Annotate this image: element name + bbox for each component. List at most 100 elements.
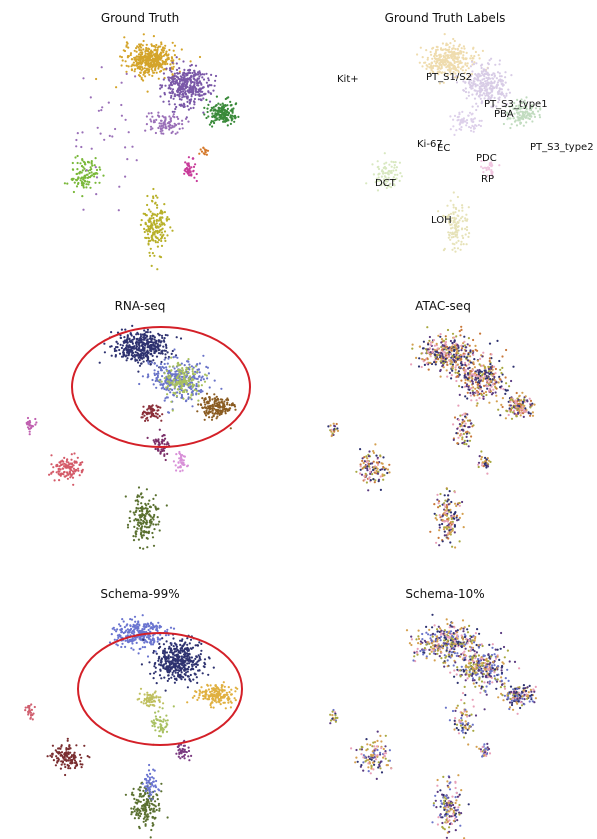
scatter-point xyxy=(428,63,431,66)
scatter-point xyxy=(153,219,156,222)
scatter-point xyxy=(146,507,149,510)
scatter-point xyxy=(464,395,467,398)
scatter-point xyxy=(171,61,174,64)
scatter-point xyxy=(360,473,364,476)
scatter-point xyxy=(507,88,510,91)
scatter-point xyxy=(480,72,484,75)
scatter-point xyxy=(145,60,148,63)
scatter-point xyxy=(65,474,68,477)
scatter-point xyxy=(234,103,237,106)
scatter-point xyxy=(207,407,210,410)
scatter-point xyxy=(215,395,218,398)
scatter-point xyxy=(453,491,456,494)
scatter-point xyxy=(90,147,93,150)
scatter-point xyxy=(393,164,396,167)
scatter-point xyxy=(467,91,470,94)
scatter-point xyxy=(183,373,186,377)
scatter-point xyxy=(471,425,474,428)
scatter-point xyxy=(141,512,144,515)
scatter-point xyxy=(182,397,185,400)
scatter-point xyxy=(233,405,237,408)
scatter-point xyxy=(458,393,461,396)
scatter-point xyxy=(462,342,465,345)
scatter-point xyxy=(190,75,193,78)
scatter-point xyxy=(177,388,180,391)
scatter-point xyxy=(73,452,76,455)
scatter-point xyxy=(513,412,516,415)
scatter-point xyxy=(120,346,123,350)
scatter-point xyxy=(197,399,200,402)
scatter-point xyxy=(123,336,126,339)
scatter-point xyxy=(460,325,463,328)
scatter-point xyxy=(203,106,206,109)
scatter-point xyxy=(191,405,194,408)
scatter-point xyxy=(537,110,540,113)
scatter-point xyxy=(441,518,444,522)
scatter-point xyxy=(135,50,138,53)
scatter-point xyxy=(461,418,464,421)
scatter-point xyxy=(114,346,118,349)
scatter-point xyxy=(469,85,472,88)
scatter-point xyxy=(512,365,515,368)
scatter-point xyxy=(170,70,173,73)
scatter-point xyxy=(494,367,497,371)
scatter-point xyxy=(152,359,155,362)
scatter-point xyxy=(464,219,467,222)
scatter-point xyxy=(223,403,226,406)
scatter-point xyxy=(187,120,190,123)
scatter-point xyxy=(212,89,215,92)
scatter-point xyxy=(136,55,139,58)
scatter-point xyxy=(145,504,148,507)
scatter-point xyxy=(496,83,499,86)
scatter-point xyxy=(191,368,194,371)
scatter-point xyxy=(483,166,487,169)
scatter-point xyxy=(157,370,160,373)
scatter-point xyxy=(130,346,133,349)
scatter-point xyxy=(438,70,441,73)
scatter-point xyxy=(147,502,150,505)
scatter-point xyxy=(461,500,464,504)
scatter-point xyxy=(149,118,152,121)
scatter-point xyxy=(218,116,221,119)
scatter-point xyxy=(120,114,123,117)
scatter-point xyxy=(183,103,186,106)
scatter-point xyxy=(434,517,437,520)
scatter-point xyxy=(125,41,128,44)
scatter-point xyxy=(135,348,138,351)
scatter-point xyxy=(164,437,167,440)
scatter-point xyxy=(474,371,477,375)
scatter-point xyxy=(184,161,187,164)
scatter-point xyxy=(446,43,449,46)
scatter-point xyxy=(471,120,474,123)
scatter-point xyxy=(117,209,120,212)
scatter-point xyxy=(185,390,188,393)
scatter-point xyxy=(165,344,168,347)
scatter-point xyxy=(161,216,164,219)
scatter-point xyxy=(495,105,498,108)
scatter-point xyxy=(180,78,183,81)
scatter-point xyxy=(478,119,481,122)
scatter-point xyxy=(226,107,229,110)
scatter-point xyxy=(477,78,480,81)
scatter-point xyxy=(444,51,447,55)
scatter-point xyxy=(454,250,457,253)
scatter-point xyxy=(508,91,511,94)
scatter-point xyxy=(146,355,149,358)
scatter-point xyxy=(488,372,491,376)
scatter-point xyxy=(141,514,144,518)
scatter-point xyxy=(139,516,142,519)
scatter-point xyxy=(71,462,74,465)
scatter-point xyxy=(180,90,183,93)
scatter-point xyxy=(459,414,462,417)
scatter-point xyxy=(156,245,159,248)
scatter-point xyxy=(501,405,504,409)
scatter-point xyxy=(465,119,469,122)
scatter-point xyxy=(155,404,158,407)
scatter-point xyxy=(87,183,90,186)
scatter-point xyxy=(124,341,127,344)
scatter-point xyxy=(441,42,444,45)
scatter-point xyxy=(469,369,472,373)
scatter-point xyxy=(135,509,138,512)
scatter-point xyxy=(464,77,467,80)
scatter-point xyxy=(195,79,198,82)
